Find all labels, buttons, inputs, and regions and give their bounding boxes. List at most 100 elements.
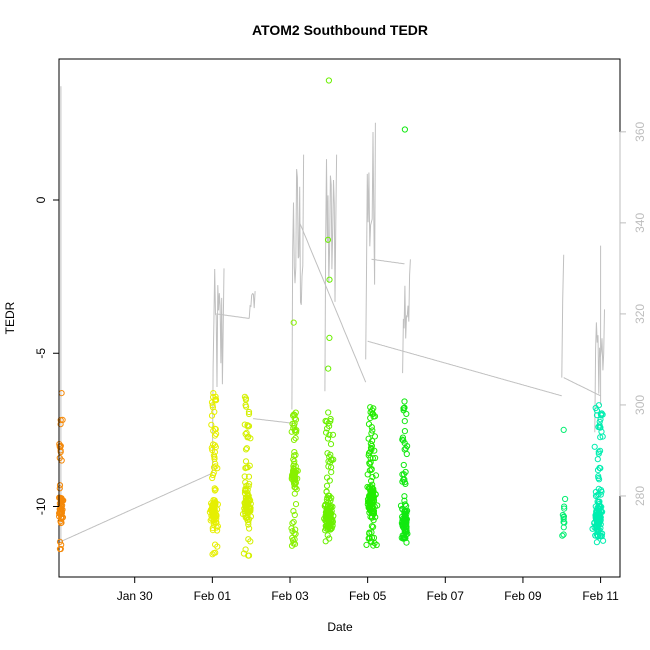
data-point — [209, 402, 216, 409]
data-point — [399, 522, 406, 529]
line-segment-5 — [253, 418, 292, 424]
data-point — [366, 467, 373, 474]
data-point — [245, 433, 252, 440]
data-point — [210, 390, 217, 397]
data-point — [369, 427, 376, 434]
data-point — [291, 511, 298, 519]
data-point — [324, 435, 332, 442]
data-point — [212, 486, 219, 493]
y-axis-right: 280 300 320 340 360 — [619, 121, 647, 506]
data-point — [324, 532, 331, 539]
data-point — [323, 488, 330, 495]
data-point — [370, 497, 378, 504]
line-segment-6 — [291, 154, 305, 410]
point-series — [56, 77, 607, 559]
y-tick-label: -10 — [34, 498, 48, 516]
data-point — [58, 541, 65, 548]
data-point — [560, 531, 567, 538]
data-point — [561, 503, 568, 510]
data-point — [242, 395, 249, 402]
data-point — [291, 449, 298, 456]
data-point — [560, 516, 567, 523]
data-point — [592, 488, 600, 496]
data-point — [400, 534, 407, 541]
gray-line-series — [60, 86, 605, 542]
data-point — [327, 451, 334, 458]
data-point — [243, 429, 250, 436]
data-point — [291, 422, 298, 429]
data-point — [57, 447, 64, 454]
data-point — [329, 431, 337, 438]
line-segment-4 — [248, 291, 256, 319]
data-point — [326, 513, 333, 520]
data-point — [370, 413, 377, 420]
data-point — [561, 505, 568, 512]
data-point — [291, 426, 298, 434]
data-point — [56, 454, 63, 462]
data-point — [211, 487, 218, 494]
data-point — [247, 508, 254, 515]
data-point — [327, 415, 334, 423]
data-point — [326, 431, 333, 438]
x-axis-label: Date — [327, 620, 353, 634]
data-point — [289, 520, 296, 527]
data-point — [403, 450, 410, 458]
data-point — [292, 526, 299, 533]
data-point — [290, 468, 297, 475]
data-point — [57, 494, 64, 502]
data-point — [326, 495, 333, 502]
data-point — [325, 458, 332, 465]
y-axis-left: 0 -5 -10 — [34, 196, 60, 516]
data-point — [247, 497, 254, 504]
data-point — [402, 513, 409, 520]
line-segment-13 — [561, 254, 565, 378]
data-point — [292, 530, 299, 538]
data-point — [595, 474, 602, 482]
data-point-outlier — [560, 426, 567, 433]
data-point — [291, 475, 298, 482]
data-point — [597, 434, 604, 441]
line-segment-1 — [60, 472, 213, 542]
data-point — [592, 532, 599, 539]
data-point — [208, 399, 216, 406]
data-point — [372, 472, 380, 479]
data-point — [288, 542, 296, 549]
data-point — [368, 523, 375, 530]
x-tick-label: Feb 05 — [349, 589, 387, 603]
data-point-outlier — [58, 390, 65, 397]
data-point-outlier — [326, 276, 333, 283]
data-point — [212, 549, 219, 556]
data-point — [214, 527, 221, 534]
data-point — [597, 416, 604, 423]
data-point — [326, 535, 333, 542]
data-point — [371, 433, 378, 440]
data-point — [323, 523, 330, 530]
data-point — [212, 501, 219, 508]
line-segment-15 — [594, 309, 605, 433]
data-point — [57, 442, 64, 450]
data-point — [245, 492, 252, 499]
data-point — [212, 541, 219, 548]
data-point — [368, 430, 375, 437]
data-point — [598, 509, 605, 516]
data-point — [245, 536, 252, 543]
data-point — [241, 487, 249, 494]
y-axis-label: TEDR — [3, 301, 17, 334]
data-point — [403, 410, 410, 417]
data-point — [367, 488, 374, 495]
data-point — [211, 498, 219, 505]
data-point — [403, 521, 410, 529]
data-point — [243, 403, 250, 410]
data-point — [212, 463, 219, 470]
data-point — [213, 430, 220, 437]
data-point — [365, 452, 372, 459]
data-point — [400, 407, 407, 414]
data-point — [591, 443, 598, 450]
data-point — [594, 523, 601, 530]
data-point — [290, 508, 297, 515]
data-point — [401, 404, 408, 411]
line-segment-9 — [365, 122, 376, 360]
data-point — [373, 541, 380, 549]
data-point — [288, 428, 295, 435]
